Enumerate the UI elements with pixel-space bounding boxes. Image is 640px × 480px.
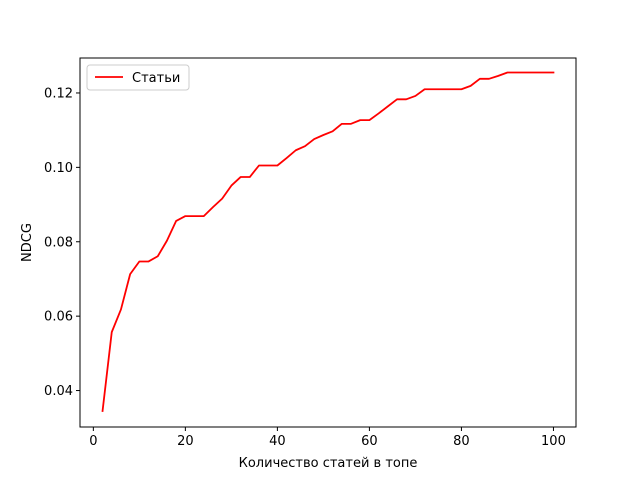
axes-frame <box>79 57 577 428</box>
y-tick-label: 0.10 <box>44 161 73 176</box>
legend: Статьи <box>86 64 190 91</box>
axes: 0 20 40 60 80 100 0.04 0.06 0.08 0.10 0.12 <box>44 57 577 449</box>
x-tick-label: 40 <box>269 434 286 449</box>
x-tick-label: 100 <box>541 434 566 449</box>
y-axis-label: NDCG <box>20 223 35 262</box>
legend-box <box>86 64 190 91</box>
y-tick-label: 0.06 <box>44 310 73 325</box>
plot-area <box>101 71 555 413</box>
x-tick-label: 0 <box>89 434 97 449</box>
x-tick-label: 60 <box>361 434 378 449</box>
y-tick-label: 0.12 <box>44 86 73 101</box>
y-tick-label: 0.04 <box>44 384 73 399</box>
x-tick-label: 20 <box>177 434 194 449</box>
legend-entry-0: Статьи <box>132 71 180 86</box>
x-axis-label: Количество статей в топе <box>239 456 418 471</box>
x-tick-label: 80 <box>453 434 470 449</box>
y-tick-label: 0.08 <box>44 235 73 250</box>
series-line-0 <box>101 71 555 413</box>
